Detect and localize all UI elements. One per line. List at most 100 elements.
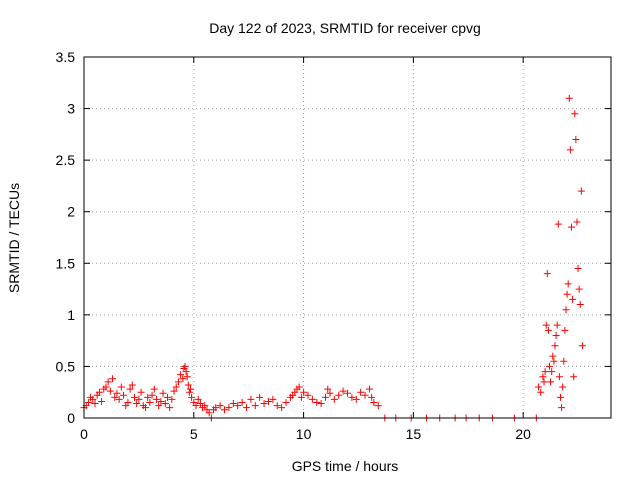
data-point bbox=[368, 393, 376, 401]
y-tick-label: 0 bbox=[67, 410, 75, 426]
data-point bbox=[339, 387, 347, 395]
data-point bbox=[559, 383, 567, 391]
x-tick-label: 5 bbox=[190, 426, 198, 442]
data-point bbox=[558, 404, 566, 412]
data-point bbox=[573, 218, 581, 226]
data-point bbox=[577, 187, 585, 195]
data-point bbox=[269, 395, 277, 403]
data-point bbox=[181, 362, 189, 370]
y-tick-label: 3.5 bbox=[56, 49, 76, 65]
data-point bbox=[572, 136, 580, 144]
data-point bbox=[137, 388, 145, 396]
data-point bbox=[238, 399, 246, 407]
data-point bbox=[567, 223, 575, 231]
data-point bbox=[201, 402, 209, 410]
data-point bbox=[234, 402, 242, 410]
data-point bbox=[278, 404, 286, 412]
data-point bbox=[554, 220, 562, 228]
data-point bbox=[196, 400, 204, 408]
data-point bbox=[313, 399, 321, 407]
data-point bbox=[155, 402, 163, 410]
data-point bbox=[163, 393, 171, 401]
data-point bbox=[297, 393, 305, 401]
data-point bbox=[144, 393, 152, 401]
data-point bbox=[550, 357, 558, 365]
data-point bbox=[148, 391, 156, 399]
y-tick-label: 3 bbox=[67, 101, 75, 117]
data-point bbox=[120, 391, 128, 399]
data-point bbox=[106, 387, 114, 395]
data-point bbox=[317, 400, 325, 408]
data-point bbox=[547, 378, 555, 386]
data-point bbox=[126, 385, 134, 393]
data-point bbox=[575, 285, 583, 293]
data-point bbox=[322, 393, 330, 401]
data-point bbox=[150, 385, 158, 393]
y-tick-label: 2 bbox=[67, 204, 75, 220]
data-point bbox=[348, 393, 356, 401]
data-point bbox=[365, 385, 373, 393]
data-point bbox=[335, 391, 343, 399]
y-tick-label: 0.5 bbox=[56, 358, 76, 374]
data-point bbox=[128, 381, 136, 389]
data-point bbox=[95, 388, 103, 396]
x-tick-label: 15 bbox=[406, 426, 422, 442]
data-point bbox=[133, 400, 141, 408]
data-point bbox=[565, 94, 573, 102]
data-point bbox=[544, 326, 552, 334]
data-point bbox=[535, 383, 543, 391]
data-point bbox=[115, 395, 123, 403]
data-point bbox=[576, 301, 584, 309]
x-axis-title: GPS time / hours bbox=[292, 458, 399, 474]
data-point bbox=[159, 389, 167, 397]
data-point bbox=[260, 400, 268, 408]
data-point bbox=[374, 402, 382, 410]
data-point bbox=[166, 404, 174, 412]
data-point bbox=[560, 357, 568, 365]
data-point bbox=[113, 389, 121, 397]
grid-layer bbox=[84, 57, 611, 418]
data-point bbox=[212, 404, 220, 412]
data-point bbox=[300, 388, 308, 396]
data-point bbox=[124, 399, 132, 407]
data-point bbox=[273, 402, 281, 410]
data-point bbox=[174, 378, 182, 386]
data-point bbox=[177, 371, 185, 379]
data-point bbox=[216, 402, 224, 410]
data-point bbox=[117, 383, 125, 391]
data-point bbox=[352, 395, 360, 403]
data-point bbox=[566, 146, 574, 154]
data-point bbox=[185, 388, 193, 396]
data-point bbox=[251, 402, 259, 410]
data-point bbox=[543, 270, 551, 278]
data-point bbox=[552, 331, 560, 339]
data-point bbox=[551, 342, 559, 350]
data-point bbox=[172, 383, 180, 391]
data-point bbox=[370, 399, 378, 407]
y-tick-label: 1 bbox=[67, 307, 75, 323]
data-point bbox=[225, 404, 233, 412]
data-point bbox=[135, 395, 143, 403]
data-point bbox=[264, 397, 272, 405]
data-point bbox=[141, 404, 149, 412]
data-point bbox=[179, 375, 187, 383]
x-tick-label: 0 bbox=[80, 426, 88, 442]
data-point bbox=[324, 385, 332, 393]
data-point bbox=[205, 409, 213, 417]
data-point bbox=[170, 387, 178, 395]
data-point bbox=[91, 400, 99, 408]
data-point bbox=[104, 378, 112, 386]
chart-title: Day 122 of 2023, SRMTID for receiver cpv… bbox=[209, 20, 481, 36]
data-point bbox=[542, 321, 550, 329]
y-tick-label: 2.5 bbox=[56, 152, 76, 168]
data-point bbox=[574, 264, 582, 272]
data-point bbox=[161, 400, 169, 408]
data-point bbox=[282, 399, 290, 407]
data-point bbox=[247, 395, 255, 403]
data-point bbox=[344, 389, 351, 397]
data-point bbox=[192, 402, 200, 410]
data-point bbox=[561, 326, 569, 334]
data-point bbox=[111, 393, 119, 401]
data-point bbox=[89, 395, 97, 403]
